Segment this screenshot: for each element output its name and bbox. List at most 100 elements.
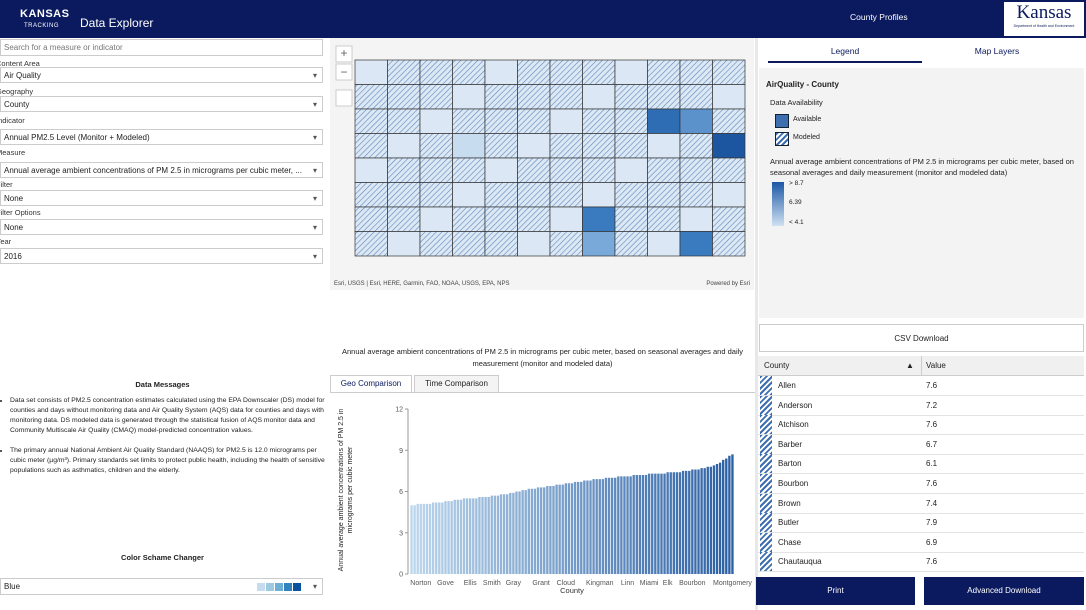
county-shape[interactable] xyxy=(582,157,616,183)
bar[interactable] xyxy=(635,475,638,574)
bar[interactable] xyxy=(644,475,648,574)
layers-tab[interactable]: Map Layers xyxy=(974,46,1020,56)
county-profiles-link[interactable]: County Profiles xyxy=(850,12,908,22)
bar[interactable] xyxy=(475,498,478,574)
county-shape[interactable] xyxy=(484,231,518,257)
county-shape[interactable] xyxy=(582,206,616,232)
bar[interactable] xyxy=(487,497,490,574)
bar[interactable] xyxy=(462,498,466,574)
county-shape[interactable] xyxy=(387,59,421,85)
table-row[interactable]: Chase 6.9 xyxy=(758,532,1084,553)
field-select[interactable]: Annual PM2.5 Level (Monitor + Modeled) xyxy=(0,129,323,145)
bar[interactable] xyxy=(558,484,561,574)
bar[interactable] xyxy=(718,462,722,574)
zoom-out[interactable] xyxy=(335,63,353,81)
county-shape[interactable] xyxy=(484,59,518,85)
bar[interactable] xyxy=(614,477,617,574)
table-row[interactable]: Anderson 7.2 xyxy=(758,395,1084,416)
county-shape[interactable] xyxy=(679,108,713,134)
zoom-in[interactable] xyxy=(335,45,353,63)
bar[interactable] xyxy=(666,472,669,574)
county-shape[interactable] xyxy=(679,59,713,85)
county-shape[interactable] xyxy=(582,59,616,85)
bar[interactable] xyxy=(601,479,605,574)
table-row[interactable]: Chautauqua 7.6 xyxy=(758,552,1084,573)
county-shape[interactable] xyxy=(549,59,583,85)
bar[interactable] xyxy=(617,476,620,574)
county-shape[interactable] xyxy=(419,133,453,159)
bar[interactable] xyxy=(539,487,543,574)
bar[interactable] xyxy=(536,487,540,574)
county-shape[interactable] xyxy=(712,157,746,183)
bar[interactable] xyxy=(549,486,552,574)
county-shape[interactable] xyxy=(582,84,616,110)
bar[interactable] xyxy=(647,473,651,574)
county-shape[interactable] xyxy=(452,133,486,159)
bar[interactable] xyxy=(681,470,685,574)
county-shape[interactable] xyxy=(387,231,421,257)
bar[interactable] xyxy=(438,502,441,575)
county-shape[interactable] xyxy=(582,231,616,257)
bar[interactable] xyxy=(472,498,475,574)
county-shape[interactable] xyxy=(679,84,713,110)
field-select[interactable]: None xyxy=(0,190,323,206)
county-shape[interactable] xyxy=(679,182,713,208)
county-shape[interactable] xyxy=(419,182,453,208)
county-shape[interactable] xyxy=(517,108,551,134)
county-shape[interactable] xyxy=(387,84,421,110)
bar[interactable] xyxy=(678,472,682,574)
bar[interactable] xyxy=(700,468,703,574)
bar[interactable] xyxy=(428,503,432,574)
bar[interactable] xyxy=(456,499,460,574)
county-shape[interactable] xyxy=(679,133,713,159)
county-shape[interactable] xyxy=(484,108,518,134)
bar[interactable] xyxy=(533,488,537,574)
bar[interactable] xyxy=(444,501,447,574)
bar[interactable] xyxy=(447,501,450,574)
county-shape[interactable] xyxy=(712,206,746,232)
bar[interactable] xyxy=(580,481,583,574)
bar[interactable] xyxy=(722,459,725,574)
bar[interactable] xyxy=(663,473,666,574)
county-shape[interactable] xyxy=(712,231,746,257)
bar[interactable] xyxy=(583,480,586,575)
bar[interactable] xyxy=(527,488,530,574)
bar[interactable] xyxy=(521,490,524,574)
county-shape[interactable] xyxy=(419,206,453,232)
search-box[interactable]: Search for a measure or indicator xyxy=(0,39,323,56)
bar[interactable] xyxy=(629,476,632,574)
bar[interactable] xyxy=(675,472,679,574)
county-shape[interactable] xyxy=(387,206,421,232)
county-shape[interactable] xyxy=(517,157,551,183)
field-select[interactable]: Annual average ambient concentrations of… xyxy=(0,162,323,178)
county-shape[interactable] xyxy=(549,84,583,110)
table-row[interactable]: Allen 7.6 xyxy=(758,376,1084,396)
table-row[interactable]: Butler 7.9 xyxy=(758,513,1084,534)
county-shape[interactable] xyxy=(354,206,388,232)
bar[interactable] xyxy=(638,475,642,574)
legend-tab[interactable]: Legend xyxy=(768,46,922,63)
county-shape[interactable] xyxy=(614,59,648,85)
county-shape[interactable] xyxy=(517,231,551,257)
field-select[interactable]: None xyxy=(0,219,323,235)
county-shape[interactable] xyxy=(452,59,486,85)
county-shape[interactable] xyxy=(484,133,518,159)
county-shape[interactable] xyxy=(582,133,616,159)
county-shape[interactable] xyxy=(452,206,486,232)
bar[interactable] xyxy=(709,466,713,574)
csv-download-button[interactable]: CSV Download xyxy=(759,324,1084,352)
county-shape[interactable] xyxy=(354,59,388,85)
sort-arrow[interactable]: ▲ xyxy=(906,361,914,370)
county-shape[interactable] xyxy=(419,231,453,257)
bar[interactable] xyxy=(728,455,731,574)
county-shape[interactable] xyxy=(354,231,388,257)
field-select[interactable]: Air Quality xyxy=(0,67,323,83)
table-row[interactable]: Barber 6.7 xyxy=(758,434,1084,455)
county-shape[interactable] xyxy=(517,206,551,232)
bar[interactable] xyxy=(431,502,435,575)
bar[interactable] xyxy=(576,481,580,574)
bar[interactable] xyxy=(515,491,518,575)
map[interactable]: + − Esri, USGS | Esri, HERE, Garmin, FAO… xyxy=(330,38,754,290)
bar[interactable] xyxy=(672,472,676,574)
county-shape[interactable] xyxy=(419,84,453,110)
